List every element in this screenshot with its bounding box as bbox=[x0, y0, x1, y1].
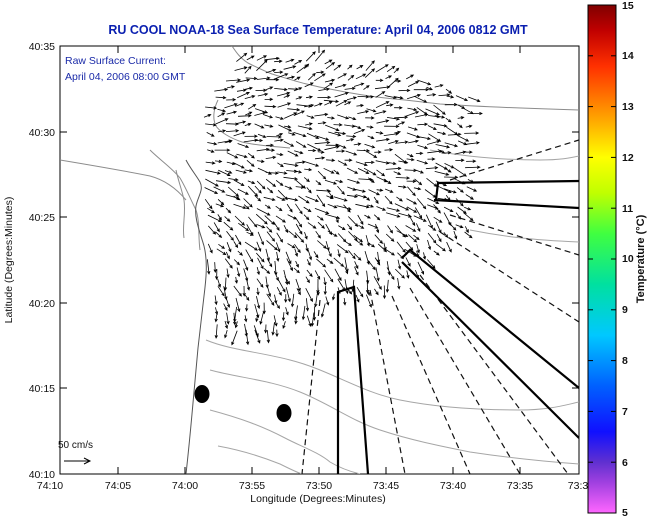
current-vectors bbox=[203, 49, 483, 346]
axis-ticks bbox=[60, 46, 579, 474]
colorbar-tick-14: 14 bbox=[622, 50, 634, 62]
coastline-sandy-hook bbox=[175, 169, 186, 239]
map-content bbox=[60, 46, 579, 474]
y-tick-label-2: 40:25 bbox=[29, 212, 55, 224]
lane-dash-5 bbox=[419, 274, 569, 474]
colorbar-label: Temperature (°C) bbox=[635, 214, 647, 303]
scale-arrow bbox=[64, 457, 92, 465]
map-title: RU COOL NOAA-18 Sea Surface Temperature:… bbox=[108, 23, 528, 37]
annotation-line-1: Raw Surface Current: bbox=[65, 55, 166, 67]
coastline-nj-inland bbox=[60, 159, 187, 201]
x-tick-label-8: 73:3 bbox=[568, 480, 589, 492]
colorbar-tick-9: 9 bbox=[622, 304, 628, 316]
coastline-long-island bbox=[231, 46, 579, 111]
lane-dash-1 bbox=[301, 299, 321, 474]
channel-southeast bbox=[401, 248, 579, 439]
lane-dash-8 bbox=[449, 139, 579, 181]
x-tick-label-3: 73:55 bbox=[239, 480, 265, 492]
y-tick-label-0: 40:35 bbox=[29, 41, 55, 53]
x-axis-label: Longitude (Degrees:Minutes) bbox=[250, 493, 385, 505]
annotation-line-2: April 04, 2006 08:00 GMT bbox=[65, 71, 186, 83]
colorbar-tick-8: 8 bbox=[622, 355, 628, 367]
colorbar-ticks bbox=[588, 55, 616, 463]
channel-outlines bbox=[336, 179, 579, 474]
bathymetry-contour-3 bbox=[209, 409, 361, 474]
coastline-brooklyn bbox=[213, 99, 291, 149]
x-tick-label-0: 74:10 bbox=[37, 480, 63, 492]
bathymetry-contour-1 bbox=[205, 339, 579, 411]
shipping-lane-dashes bbox=[301, 139, 579, 474]
x-tick-label-5: 73:45 bbox=[373, 480, 399, 492]
x-tick-label-2: 74:00 bbox=[172, 480, 198, 492]
bathymetry-contour-4 bbox=[217, 445, 303, 474]
colorbar-tick-10: 10 bbox=[622, 253, 634, 265]
map-frame bbox=[59, 45, 580, 475]
lane-dash-6 bbox=[439, 231, 579, 323]
scale-arrow-label: 50 cm/s bbox=[58, 440, 93, 451]
colorbar-tick-15: 15 bbox=[622, 0, 634, 12]
lane-dash-2 bbox=[369, 289, 406, 474]
lane-dash-3 bbox=[391, 295, 471, 474]
x-tick-label-1: 74:05 bbox=[105, 480, 131, 492]
current-vector-field bbox=[203, 49, 483, 346]
colorbar-tick-11: 11 bbox=[622, 203, 633, 215]
lane-dash-4 bbox=[409, 287, 521, 474]
channel-east bbox=[433, 179, 579, 210]
colorbar-tick-6: 6 bbox=[622, 457, 628, 469]
colorbar-tick-12: 12 bbox=[622, 152, 634, 164]
coastline-nj bbox=[185, 159, 207, 474]
y-tick-label-3: 40:20 bbox=[29, 298, 55, 310]
x-tick-label-4: 73:50 bbox=[306, 480, 332, 492]
site-dot-west bbox=[194, 385, 210, 403]
colorbar-tick-13: 13 bbox=[622, 101, 634, 113]
y-axis-label: Latitude (Degrees:Minutes) bbox=[3, 197, 15, 324]
y-tick-label-1: 40:30 bbox=[29, 127, 55, 139]
y-tick-label-5: 40:10 bbox=[29, 469, 55, 481]
bathymetry-contour-6 bbox=[469, 229, 579, 243]
y-tick-label-4: 40:15 bbox=[29, 383, 55, 395]
lane-dash-7 bbox=[449, 214, 579, 256]
x-tick-label-6: 73:40 bbox=[440, 480, 466, 492]
channel-south bbox=[336, 285, 370, 474]
site-dot-east bbox=[276, 404, 292, 422]
colorbar-tick-7: 7 bbox=[622, 406, 628, 418]
x-tick-label-7: 73:35 bbox=[507, 480, 533, 492]
bathymetry-contour-2 bbox=[209, 369, 579, 465]
colorbar-tick-5: 5 bbox=[622, 507, 628, 519]
